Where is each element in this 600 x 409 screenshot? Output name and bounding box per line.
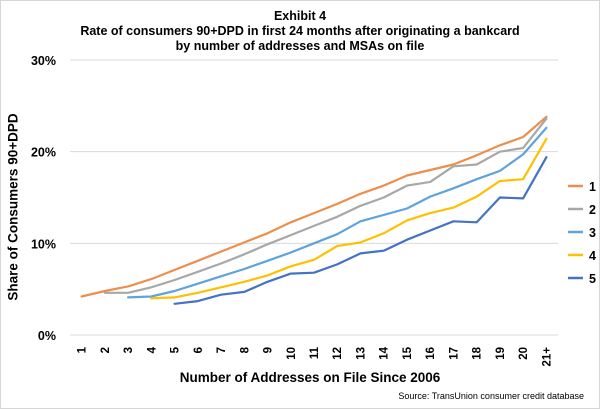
x-tick-label: 9	[263, 347, 275, 353]
source-note: Source: TransUnion consumer credit datab…	[398, 391, 584, 401]
legend-label-4: 4	[589, 249, 596, 263]
x-tick-label: 7	[216, 347, 228, 353]
legend-label-5: 5	[589, 272, 596, 286]
x-tick-label: 11	[309, 346, 321, 359]
x-tick-label: 18	[472, 346, 484, 359]
series-line-5	[173, 156, 548, 305]
x-tick-label: 5	[170, 346, 182, 353]
x-tick-label: 3	[123, 347, 135, 353]
x-tick-label: 6	[193, 347, 205, 353]
gridlines	[70, 59, 558, 336]
x-tick-label: 12	[332, 347, 344, 360]
x-tick-label: 20	[518, 347, 530, 360]
chart-subtitle: by number of addresses and MSAs on file	[175, 39, 425, 53]
legend: 1 2 3 4 5	[568, 180, 596, 286]
y-tick-label: 20%	[31, 146, 56, 160]
series-line-1	[80, 115, 548, 298]
series-line-2	[103, 117, 548, 294]
chart-exhibit-label: Exhibit 4	[273, 9, 327, 23]
x-axis-label: Number of Addresses on File Since 2006	[179, 370, 441, 385]
y-tick-labels: 0% 10% 20% 30%	[31, 54, 56, 343]
x-tick-label: 4	[146, 346, 158, 353]
x-tick-labels: 1 2 3 4 5 6 7 8 9 10 11 12 13 14 15 16 17 18 19 20 21+	[77, 346, 554, 366]
x-tick-label: 8	[239, 346, 251, 353]
x-tick-label: 19	[495, 347, 507, 360]
y-tick-label: 30%	[31, 54, 56, 68]
series-lines	[80, 115, 548, 305]
series-line-4	[150, 137, 548, 300]
legend-label-3: 3	[589, 226, 596, 240]
x-tick-label: 15	[402, 346, 414, 359]
y-tick-label: 10%	[31, 237, 56, 251]
x-tick-label: 2	[100, 347, 112, 353]
x-tick-label: 14	[379, 346, 391, 359]
legend-label-1: 1	[589, 180, 596, 194]
x-tick-label: 10	[286, 347, 298, 360]
x-tick-label: 16	[425, 347, 437, 360]
x-tick-label: 1	[77, 346, 89, 353]
x-tick-label: 17	[448, 347, 460, 360]
x-tick-label: 13	[355, 347, 367, 360]
y-tick-label: 0%	[38, 329, 56, 343]
x-tick-label: 21+	[541, 347, 553, 367]
chart-title: Rate of consumers 90+DPD in first 24 mon…	[80, 24, 520, 38]
legend-label-2: 2	[589, 203, 596, 217]
series-line-3	[127, 126, 548, 299]
